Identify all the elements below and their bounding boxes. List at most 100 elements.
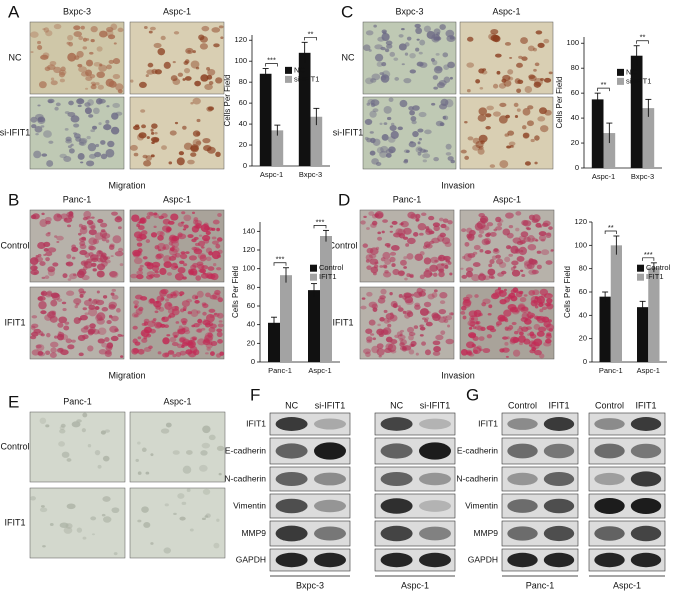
cell <box>531 341 536 345</box>
band <box>314 499 346 513</box>
cell <box>132 251 140 258</box>
cell <box>39 219 48 228</box>
y-tick-label: 40 <box>571 113 579 122</box>
cell <box>61 301 67 305</box>
cell <box>511 321 517 326</box>
cell <box>429 272 433 276</box>
cell <box>191 238 197 243</box>
band <box>630 443 662 459</box>
cell <box>207 106 215 111</box>
significance-label: ** <box>640 33 646 42</box>
cell <box>213 312 220 317</box>
cell <box>201 246 205 249</box>
cell <box>218 320 223 323</box>
cell <box>67 52 77 62</box>
cell <box>207 332 213 338</box>
cell <box>376 343 384 349</box>
cell <box>510 266 516 271</box>
cell <box>419 274 425 280</box>
micrograph <box>129 21 225 95</box>
cell <box>495 53 502 58</box>
cell <box>90 81 96 85</box>
cell <box>433 65 443 74</box>
cell <box>45 350 51 355</box>
cell <box>165 298 169 302</box>
cell <box>78 288 85 294</box>
cell <box>406 36 412 41</box>
cell <box>111 112 119 120</box>
cell <box>219 351 224 356</box>
cell <box>547 293 551 296</box>
cell <box>151 261 161 268</box>
cell <box>192 262 199 268</box>
protein-label: MMP9 <box>473 528 498 538</box>
cell <box>63 526 73 534</box>
cell <box>141 338 148 343</box>
cell <box>75 136 82 142</box>
cell <box>210 340 218 347</box>
protein-label: GAPDH <box>236 554 266 564</box>
cell <box>162 337 170 345</box>
band <box>275 417 308 431</box>
cell <box>399 223 403 226</box>
cell <box>78 352 84 357</box>
cell <box>478 134 488 143</box>
cell <box>518 235 527 241</box>
cell <box>473 244 481 251</box>
cell <box>371 158 379 165</box>
cell <box>192 97 201 105</box>
cell <box>88 245 96 251</box>
cell <box>403 266 407 269</box>
cell <box>390 122 395 126</box>
cell <box>476 320 481 325</box>
cell <box>502 336 508 340</box>
cell <box>508 292 516 299</box>
band <box>543 443 575 459</box>
cell <box>442 52 449 58</box>
cell <box>398 34 404 38</box>
cell <box>484 250 492 255</box>
cell <box>215 243 221 249</box>
cell <box>192 130 201 137</box>
cell <box>380 75 387 81</box>
cell <box>503 309 512 317</box>
cell <box>202 425 211 434</box>
cell <box>443 319 449 324</box>
cell <box>89 51 94 55</box>
cell <box>423 270 433 278</box>
cell <box>108 314 113 318</box>
y-tick-label: 40 <box>239 119 247 128</box>
cell <box>361 297 366 300</box>
cell <box>545 232 552 238</box>
cell <box>80 161 84 164</box>
cell <box>101 307 109 312</box>
cell <box>95 299 105 306</box>
cell <box>63 156 72 163</box>
cell <box>471 273 480 282</box>
cell <box>413 232 419 237</box>
cell <box>60 334 69 341</box>
cell <box>199 43 208 50</box>
cell <box>216 331 223 338</box>
cell <box>365 30 374 36</box>
band <box>543 525 575 542</box>
cell <box>516 62 523 68</box>
cell <box>188 255 197 261</box>
cell <box>520 231 529 238</box>
cell <box>508 225 514 229</box>
band <box>594 497 625 515</box>
cell <box>60 66 66 72</box>
cell <box>436 82 445 89</box>
panel-label: B <box>8 190 19 209</box>
cell <box>100 153 108 160</box>
cell <box>376 348 385 356</box>
cell <box>98 349 107 355</box>
cell <box>160 288 169 295</box>
cell <box>498 261 507 269</box>
cell <box>43 247 49 252</box>
cell <box>67 344 75 350</box>
cell <box>379 317 385 322</box>
cell <box>162 244 170 251</box>
cell <box>504 341 509 346</box>
cell <box>196 131 201 136</box>
